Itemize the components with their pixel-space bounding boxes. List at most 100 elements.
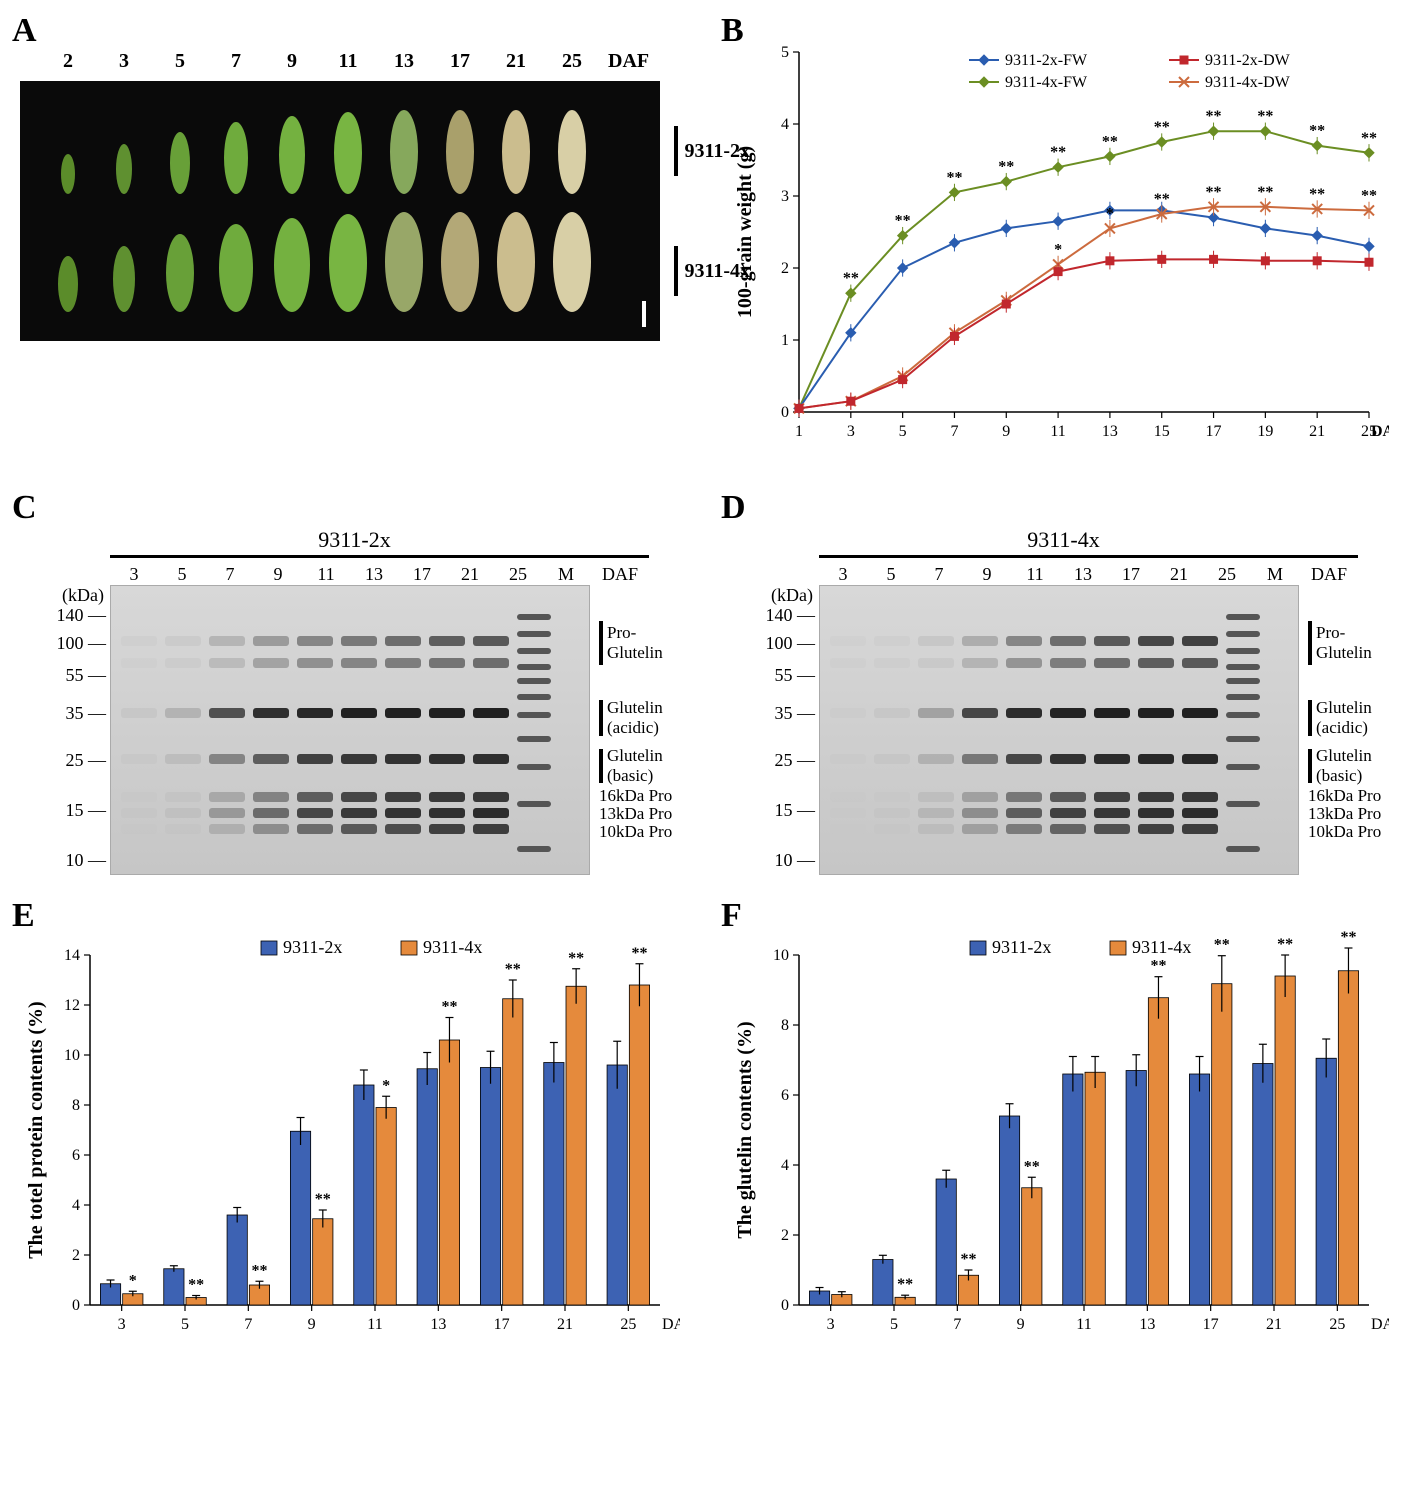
- svg-text:**: **: [315, 1191, 331, 1208]
- gel-band: [1006, 658, 1042, 668]
- svg-text:**: **: [897, 1276, 913, 1293]
- kda-mark: 25 —: [775, 750, 816, 771]
- svg-text:**: **: [1154, 191, 1170, 208]
- svg-text:12: 12: [64, 997, 80, 1014]
- gel-band: [1094, 708, 1130, 718]
- kda-mark: 140 —: [766, 605, 816, 626]
- svg-text:2: 2: [72, 1247, 80, 1264]
- svg-text:DAF: DAF: [1371, 423, 1389, 440]
- svg-text:25: 25: [1329, 1316, 1345, 1333]
- svg-text:1: 1: [781, 332, 789, 349]
- gel-band: [473, 754, 509, 764]
- gel-band: [1006, 754, 1042, 764]
- seed-icon: [544, 110, 600, 194]
- svg-text:**: **: [1206, 184, 1222, 201]
- svg-text:5: 5: [181, 1316, 189, 1333]
- seed-icon: [40, 256, 96, 312]
- gel-marker-band: [517, 694, 551, 700]
- gel-col-label: 25: [1203, 564, 1251, 585]
- gel-band: [429, 808, 465, 818]
- kda-mark: 55 —: [66, 665, 107, 686]
- gel-col-label: 21: [446, 564, 494, 585]
- svg-text:The totel protein contents (%): The totel protein contents (%): [25, 1001, 47, 1258]
- gel-band: [874, 636, 910, 646]
- svg-text:**: **: [1309, 123, 1325, 140]
- svg-text:The glutelin contents (%): The glutelin contents (%): [734, 1021, 756, 1238]
- gel-band: [297, 658, 333, 668]
- gel-band: [1094, 754, 1130, 764]
- gel-col-label: 5: [158, 564, 206, 585]
- gel-band: [1182, 636, 1218, 646]
- panel-d-label: D: [721, 489, 746, 527]
- gel-marker-band: [1226, 736, 1260, 742]
- gel-band: [253, 636, 289, 646]
- gel-marker-band: [517, 664, 551, 670]
- seed-photo-box: 9311-2x9311-4x: [20, 81, 660, 341]
- gel-band: [1182, 658, 1218, 668]
- gel-c-kda-col: (kDa) 140 —100 —55 —35 —25 —15 —10 —: [20, 585, 110, 875]
- svg-text:7: 7: [244, 1316, 252, 1333]
- gel-c-header: 35791113172125MDAF: [20, 564, 689, 585]
- svg-text:**: **: [188, 1277, 204, 1294]
- gel-band: [209, 708, 245, 718]
- gel-band: [429, 636, 465, 646]
- svg-text:**: **: [1257, 184, 1273, 201]
- gel-marker-band: [1226, 664, 1260, 670]
- line-chart-b: 0123451357911131517192125DAF100-grain we…: [729, 32, 1389, 462]
- svg-text:11: 11: [367, 1316, 382, 1333]
- svg-text:**: **: [631, 945, 647, 962]
- gel-band: [121, 824, 157, 834]
- svg-text:9: 9: [1002, 423, 1010, 440]
- gel-band: [253, 754, 289, 764]
- gel-band: [874, 792, 910, 802]
- gel-band-label: 16kDa Pro: [599, 786, 672, 806]
- kda-mark: 35 —: [66, 703, 107, 724]
- gel-band: [1138, 754, 1174, 764]
- svg-text:**: **: [1361, 187, 1377, 204]
- svg-text:5: 5: [890, 1316, 898, 1333]
- gel-band: [874, 824, 910, 834]
- seed-icon: [488, 110, 544, 194]
- gel-band-label: 10kDa Pro: [1308, 822, 1381, 842]
- gel-col-label: 11: [1011, 564, 1059, 585]
- gel-band: [1138, 658, 1174, 668]
- gel-band: [429, 824, 465, 834]
- gel-band: [1006, 808, 1042, 818]
- gel-band: [165, 708, 201, 718]
- svg-text:17: 17: [494, 1316, 510, 1333]
- gel-band: [121, 708, 157, 718]
- daf-col-label: 21: [488, 50, 544, 73]
- gel-band: [209, 754, 245, 764]
- gel-band-label: 13kDa Pro: [1308, 804, 1381, 824]
- gel-marker-band: [1226, 846, 1260, 852]
- svg-text:13: 13: [1139, 1316, 1155, 1333]
- svg-text:9311-4x: 9311-4x: [1132, 937, 1191, 957]
- gel-col-label: 17: [1107, 564, 1155, 585]
- svg-text:7: 7: [953, 1316, 961, 1333]
- gel-marker-band: [517, 846, 551, 852]
- gel-band: [1050, 636, 1086, 646]
- svg-text:**: **: [960, 1251, 976, 1268]
- gel-band-label: Pro- Glutelin: [1308, 621, 1372, 665]
- gel-d-header: 35791113172125MDAF: [729, 564, 1398, 585]
- svg-text:0: 0: [781, 1297, 789, 1314]
- gel-band: [1006, 824, 1042, 834]
- seed-icon: [320, 112, 376, 194]
- gel-band: [1094, 808, 1130, 818]
- svg-text:9311-2x: 9311-2x: [992, 937, 1051, 957]
- svg-text:15: 15: [1154, 423, 1170, 440]
- gel-band: [209, 636, 245, 646]
- gel-band: [874, 754, 910, 764]
- panel-f: F 024681035791113172125DAFThe glutelin c…: [729, 905, 1398, 1360]
- svg-text:3: 3: [847, 423, 855, 440]
- gel-band: [1094, 636, 1130, 646]
- gel-marker-band: [517, 631, 551, 637]
- figure-grid: A 235791113172125DAF 9311-2x9311-4x B 01…: [20, 20, 1398, 1360]
- gel-band: [297, 792, 333, 802]
- gel-band: [253, 792, 289, 802]
- gel-marker-band: [517, 614, 551, 620]
- panel-c-label: C: [12, 489, 37, 527]
- gel-band: [918, 808, 954, 818]
- kda-mark: 15 —: [775, 800, 816, 821]
- svg-text:9311-4x-FW: 9311-4x-FW: [1005, 74, 1088, 91]
